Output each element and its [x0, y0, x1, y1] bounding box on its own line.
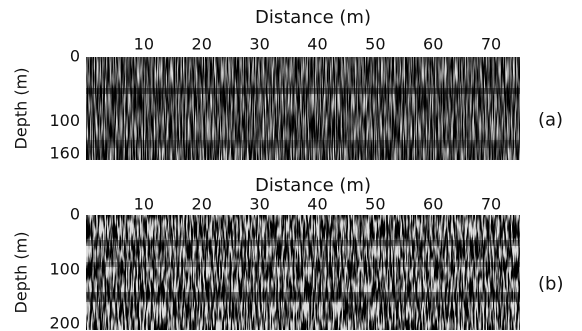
panel-label: (b): [538, 274, 563, 295]
panel-label: (a): [538, 110, 563, 131]
y-axis-label: Depth (m): [12, 232, 31, 314]
seismic-image: [86, 57, 520, 160]
reflector-band: [86, 292, 520, 302]
reflector-band: [86, 240, 520, 246]
x-tick-label: 20: [192, 195, 212, 214]
x-tick-label: 50: [365, 195, 385, 214]
x-tick-label: 30: [249, 35, 269, 54]
x-tick-label: 60: [423, 195, 443, 214]
x-tick-label: 40: [307, 195, 327, 214]
x-tick-label: 60: [423, 35, 443, 54]
x-tick-label: 20: [192, 35, 212, 54]
y-tick-label: 160: [49, 144, 80, 163]
x-tick-label: 70: [481, 35, 501, 54]
y-tick-label: 100: [49, 259, 80, 278]
reflector-band: [86, 88, 520, 94]
x-tick-label: 70: [481, 195, 501, 214]
seismic-image: [86, 215, 520, 330]
reflector-band: [86, 140, 520, 148]
y-tick-label: 100: [49, 111, 80, 130]
y-tick-label: 200: [49, 314, 80, 331]
x-tick-label: 30: [249, 195, 269, 214]
y-tick-label: 0: [70, 205, 80, 224]
x-tick-label: 40: [307, 35, 327, 54]
reflector-band: [86, 262, 520, 267]
y-axis-label: Depth (m): [12, 68, 31, 150]
x-tick-label: 10: [134, 35, 154, 54]
x-tick-label: 50: [365, 35, 385, 54]
y-tick-label: 0: [70, 47, 80, 66]
x-tick-label: 10: [134, 195, 154, 214]
axis-title: Distance (m): [255, 7, 371, 28]
axis-title: Distance (m): [255, 175, 371, 196]
